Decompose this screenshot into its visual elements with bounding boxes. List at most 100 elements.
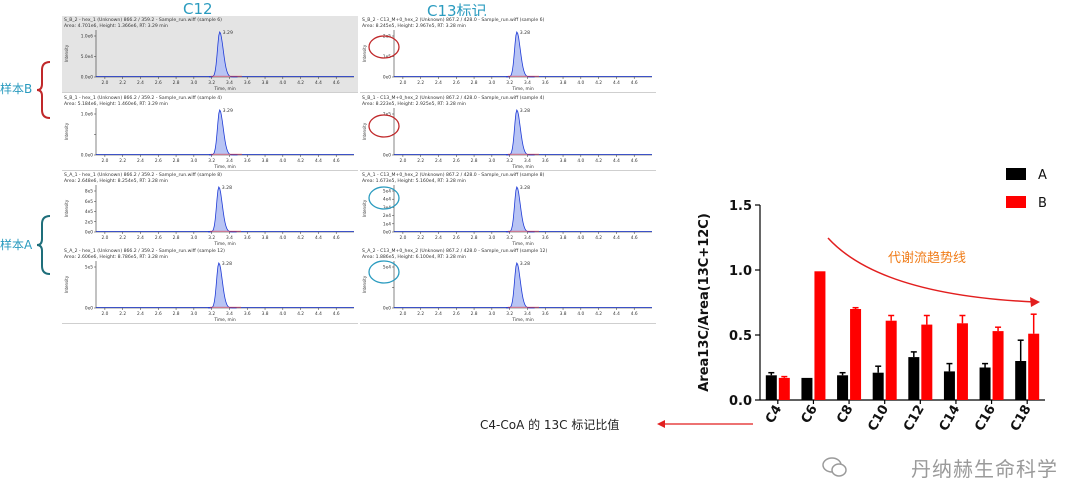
x-tick-label: 4.0 (279, 158, 286, 164)
x-tick-label: 4.6 (333, 235, 340, 241)
y-tick-label: 0e0 (85, 306, 93, 312)
peak-area-fill (208, 187, 237, 232)
x-tick-label: 2.2 (417, 158, 424, 164)
chromatogram-plot: Intensity 5e4 4e4 3e4 2e4 1e4 0e0 2.0 2.2 2.4 2.6 2… (362, 185, 652, 247)
legend-label: A (1038, 168, 1047, 183)
x-tick-label: 4.0 (279, 311, 286, 317)
annotation-ellipses (368, 35, 400, 284)
x-tick-label: 4.6 (631, 311, 638, 317)
trend-annotation: 代谢流趋势线 (888, 250, 966, 266)
x-tick-label: 4.2 (595, 235, 602, 241)
peak-trace (506, 262, 535, 309)
y-tick-label: 8e5 (85, 189, 93, 195)
x-tick-label: 3.2 (506, 311, 513, 317)
x-tick-label: C8 (834, 403, 856, 427)
peak-trace (208, 262, 237, 309)
peak-label: 3.28 (520, 261, 530, 267)
x-tick-label: 3.2 (208, 235, 215, 241)
x-tick-label: 3.6 (244, 80, 251, 86)
y-tick-label: 0e0 (383, 153, 391, 159)
x-tick-label: C10 (865, 403, 892, 434)
x-tick-label: 4.0 (577, 158, 584, 164)
x-tick-label: 4.6 (631, 158, 638, 164)
x-axis-label: Time, min (511, 317, 534, 323)
chromatogram-panel: S_A_1 - hex_1 (Unknown) 866.2 / 359.2 - … (62, 171, 358, 248)
chromatogram-panel: S_A_2 - hex_1 (Unknown) 866.2 / 359.2 - … (62, 247, 358, 324)
x-tick-label: 3.4 (524, 158, 531, 164)
x-tick-label: 4.0 (279, 235, 286, 241)
x-tick-label: 3.4 (524, 80, 531, 86)
x-tick-label: 2.6 (155, 80, 162, 86)
chromatogram-plot: Intensity 2e5 0e0 2.0 2.2 2.4 2.6 2.8 3.0 3.2 3.4 3… (362, 108, 652, 170)
sample-a-brace (36, 215, 51, 275)
y-tick-label: 0.0e0 (81, 153, 93, 159)
chromatogram-panel: S_B_1 - C13_M+0_hex_2 (Unknown) 867.2 / … (360, 94, 656, 171)
x-tick-label: 2.8 (173, 235, 180, 241)
peak-area-fill (208, 32, 238, 77)
x-tick-label: C16 (972, 403, 999, 434)
x-tick-label: 2.0 (101, 80, 108, 86)
y-axis-label: Intensity (362, 199, 367, 217)
y-axis-label: Intensity (362, 44, 367, 62)
trend-arrowhead (1030, 297, 1040, 307)
chromatogram-plot: Intensity 5e5 0e0 2.0 2.2 2.4 2.6 2.8 3.0 3.2 3.4 3… (64, 261, 354, 323)
x-tick-label: 2.2 (417, 235, 424, 241)
x-tick-label: 3.0 (488, 311, 495, 317)
y-tick-label: 4e5 (85, 209, 93, 215)
blue-circle-a1 (368, 186, 400, 210)
peak-label: 3.29 (223, 30, 233, 36)
peak-trace (506, 31, 535, 78)
x-tick-label: 3.2 (208, 311, 215, 317)
panel-header: S_A_1 - hex_1 (Unknown) 866.2 / 359.2 - … (64, 173, 222, 184)
chromatogram-panel: S_B_2 - hex_1 (Unknown) 866.2 / 359.2 - … (62, 16, 358, 93)
ratio-bar-chart: Area13C/Area(13C+12C) 0.0 0.5 1.0 1.5 C4 C6 C8 C… (697, 168, 1047, 434)
x-tick-label: 4.2 (297, 80, 304, 86)
x-tick-label: 2.8 (471, 235, 478, 241)
x-tick-label: 3.2 (208, 158, 215, 164)
x-tick-label: 4.4 (315, 80, 322, 86)
x-tick-label: 4.4 (315, 158, 322, 164)
bar-b (850, 309, 862, 400)
y-axis-label: Intensity (362, 275, 367, 293)
x-tick-label: 3.2 (208, 80, 215, 86)
x-tick-label: 4.2 (595, 311, 602, 317)
y-axis-label: Intensity (64, 122, 69, 140)
x-tick-label: 3.6 (244, 158, 251, 164)
x-tick-label: 2.6 (453, 235, 460, 241)
peak-label: 3.28 (222, 185, 232, 191)
x-tick-label: 3.8 (262, 235, 269, 241)
bar-b (778, 377, 790, 400)
x-tick-label: 2.0 (101, 158, 108, 164)
x-tick-label: 3.4 (226, 80, 233, 86)
y-tick-label: 3e4 (383, 205, 391, 211)
c12-column-title: C12 (183, 0, 213, 18)
x-tick-label: 2.2 (119, 158, 126, 164)
x-tick-label: 3.0 (488, 235, 495, 241)
x-tick-label: 2.6 (453, 311, 460, 317)
blue-circle-a2 (368, 260, 400, 284)
sample-b-brace (36, 61, 51, 119)
x-tick-label: 3.4 (524, 311, 531, 317)
bar-a (872, 372, 884, 400)
x-tick-label: C4 (763, 403, 785, 427)
y-tick-label: 5e5 (85, 265, 93, 271)
x-tick-label: 3.6 (542, 158, 549, 164)
peak-label: 3.28 (520, 108, 530, 114)
y-tick-label: 0e0 (383, 75, 391, 81)
bar-b (921, 324, 933, 400)
y-tick-label: 1e5 (383, 54, 391, 60)
x-tick-label: 3.8 (560, 311, 567, 317)
x-tick-label: 4.6 (333, 158, 340, 164)
x-tick-label: 4.4 (613, 158, 620, 164)
x-axis-label: Time, min (213, 164, 236, 170)
x-tick-label: 2.4 (435, 158, 442, 164)
y-tick-label: 0.5 (729, 329, 752, 344)
x-tick-label: 4.0 (279, 80, 286, 86)
y-tick-label: 2e5 (383, 112, 391, 118)
x-tick-label: 4.0 (577, 80, 584, 86)
bar-a (1015, 361, 1027, 400)
x-tick-label: 2.6 (453, 158, 460, 164)
x-tick-label: 3.0 (190, 311, 197, 317)
peak-trace (209, 31, 238, 78)
